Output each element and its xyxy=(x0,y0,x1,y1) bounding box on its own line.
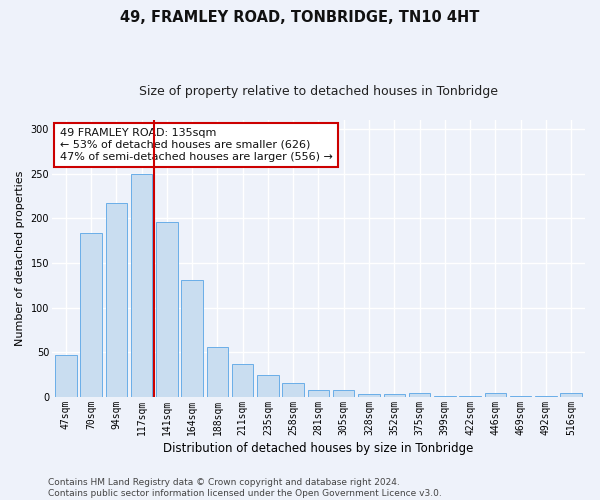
Bar xyxy=(358,394,380,397)
Text: 49, FRAMLEY ROAD, TONBRIDGE, TN10 4HT: 49, FRAMLEY ROAD, TONBRIDGE, TN10 4HT xyxy=(121,10,479,25)
Bar xyxy=(283,382,304,397)
Bar xyxy=(409,394,430,397)
Text: Contains HM Land Registry data © Crown copyright and database right 2024.
Contai: Contains HM Land Registry data © Crown c… xyxy=(48,478,442,498)
Bar xyxy=(560,392,582,397)
Bar xyxy=(535,396,557,397)
Bar xyxy=(206,347,228,397)
Bar xyxy=(257,374,278,397)
Bar xyxy=(308,390,329,397)
Title: Size of property relative to detached houses in Tonbridge: Size of property relative to detached ho… xyxy=(139,85,498,98)
Bar xyxy=(232,364,253,397)
Bar xyxy=(106,203,127,397)
Bar xyxy=(131,174,152,397)
Bar xyxy=(80,232,102,397)
X-axis label: Distribution of detached houses by size in Tonbridge: Distribution of detached houses by size … xyxy=(163,442,473,455)
Bar xyxy=(460,396,481,397)
Bar xyxy=(434,396,455,397)
Bar xyxy=(156,222,178,397)
Bar xyxy=(510,396,532,397)
Y-axis label: Number of detached properties: Number of detached properties xyxy=(15,171,25,346)
Bar xyxy=(485,392,506,397)
Bar xyxy=(383,394,405,397)
Text: 49 FRAMLEY ROAD: 135sqm
← 53% of detached houses are smaller (626)
47% of semi-d: 49 FRAMLEY ROAD: 135sqm ← 53% of detache… xyxy=(60,128,333,162)
Bar xyxy=(181,280,203,397)
Bar xyxy=(333,390,355,397)
Bar xyxy=(55,355,77,397)
